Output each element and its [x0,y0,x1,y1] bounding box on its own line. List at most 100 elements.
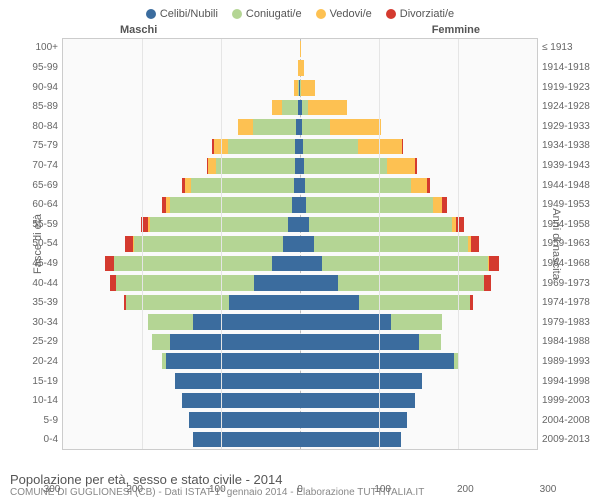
age-label: 0-4 [10,434,58,445]
bar-segment [387,158,415,174]
bar-segment [193,314,300,330]
female-header: Femmine [432,24,480,36]
bar-segment [322,256,488,272]
male-half [63,332,300,352]
female-half [300,117,537,137]
age-label: 60-64 [10,199,58,210]
pyramid-row [63,176,537,196]
age-label: 30-34 [10,317,58,328]
female-half [300,137,537,157]
male-half [63,254,300,274]
right-axis-label: Anni di nascita [550,208,562,280]
bar-segment [189,412,300,428]
age-label: 35-39 [10,297,58,308]
pyramid-row [63,391,537,411]
age-label: 75-79 [10,140,58,151]
x-tick: 0 [297,484,303,495]
bar-segment [125,236,133,252]
bar-segment [228,139,295,155]
bar-segment [283,236,300,252]
male-half [63,137,300,157]
bar-segment [489,256,499,272]
male-half [63,78,300,98]
female-half [300,312,537,332]
bar-segment [314,236,468,252]
bar-segment [309,217,451,233]
pyramid-row [63,410,537,430]
bar-segment [150,217,288,233]
female-half [300,352,537,372]
pyramid-row [63,352,537,372]
grid-line [379,39,380,449]
male-half [63,293,300,313]
bar-segment [253,119,296,135]
chart-container: Celibi/NubiliConiugati/eVedovi/eDivorzia… [0,0,600,500]
bar-segment [415,158,417,174]
bar-segment [272,256,300,272]
bar-segment [471,236,480,252]
pyramid-row [63,312,537,332]
bar-rows [63,39,537,449]
bar-segment [170,334,300,350]
age-label: 40-44 [10,278,58,289]
x-tick: 200 [126,484,143,495]
pyramid-row [63,293,537,313]
bar-segment [300,432,401,448]
bar-segment [427,178,430,194]
bar-segment [306,197,432,213]
birth-year-label: 1944-1948 [542,180,590,191]
age-label: 80-84 [10,121,58,132]
male-half [63,352,300,372]
bar-segment [134,236,283,252]
bar-segment [105,256,114,272]
pyramid-row [63,332,537,352]
birth-year-label: 1919-1923 [542,82,590,93]
birth-year-label: 1989-1993 [542,356,590,367]
bar-segment [300,275,338,291]
pyramid-row [63,39,537,59]
age-label: 100+ [10,42,58,53]
bar-segment [433,197,442,213]
bar-segment [175,373,300,389]
x-tick: 200 [457,484,474,495]
female-half [300,59,537,79]
male-half [63,371,300,391]
age-label: 95-99 [10,62,58,73]
x-tick: 100 [209,484,226,495]
pyramid-row [63,78,537,98]
bar-segment [304,158,387,174]
bar-segment [303,139,358,155]
bar-segment [300,60,304,76]
female-half [300,254,537,274]
bar-segment [300,295,359,311]
male-half [63,430,300,450]
age-label: 5-9 [10,415,58,426]
bar-segment [208,158,216,174]
bar-segment [300,393,415,409]
bar-segment [442,197,447,213]
legend-swatch [146,9,156,19]
left-axis-label: Fasce di età [32,214,44,274]
pyramid-row [63,254,537,274]
age-label: 15-19 [10,376,58,387]
x-tick: 300 [44,484,61,495]
birth-year-label: 1929-1933 [542,121,590,132]
age-label: 70-74 [10,160,58,171]
bar-segment [391,314,442,330]
birth-year-labels: ≤ 19131914-19181919-19231924-19281929-19… [538,38,590,450]
x-tick: 300 [540,484,557,495]
legend-swatch [386,9,396,19]
birth-year-label: ≤ 1913 [542,42,590,53]
female-half [300,78,537,98]
bar-segment [484,275,491,291]
pyramid-row [63,156,537,176]
bar-segment [402,139,404,155]
male-half [63,312,300,332]
chart-wrapper: Fasce di età Anni di nascita 100+95-9990… [10,38,590,450]
bar-segment [170,197,292,213]
male-half [63,410,300,430]
birth-year-label: 1939-1943 [542,160,590,171]
bar-segment [359,295,470,311]
female-half [300,371,537,391]
bar-segment [330,119,381,135]
